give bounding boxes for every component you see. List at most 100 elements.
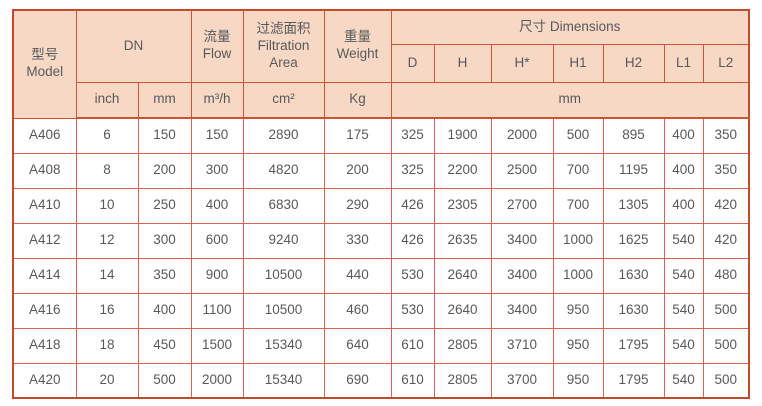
cell-dim-h: 2305 <box>433 187 492 224</box>
cell-weight: 290 <box>323 187 392 224</box>
cell-dim-l2: 500 <box>702 292 750 329</box>
cell-dim-hstar: 2500 <box>490 152 554 189</box>
cell-dim-l2: 350 <box>702 117 750 154</box>
cell-weight: 690 <box>323 362 392 399</box>
cell-dim-h1: 950 <box>552 292 604 329</box>
cell-dim-d: 530 <box>390 292 435 329</box>
cell-dim-h2: 1630 <box>602 292 665 329</box>
cell-weight: 440 <box>323 257 392 294</box>
cell-dim-h1: 700 <box>552 152 604 189</box>
cell-weight: 460 <box>323 292 392 329</box>
cell-dim-h1: 700 <box>552 187 604 224</box>
header-filtration-zh: 过滤面积 <box>256 20 311 36</box>
header-dim-h1: H1 <box>552 43 604 83</box>
cell-dim-hstar: 3710 <box>490 327 554 364</box>
cell-dim-hstar: 2000 <box>490 117 554 154</box>
cell-dim-d: 426 <box>390 187 435 224</box>
cell-dim-h1: 950 <box>552 327 604 364</box>
header-row-units: inch mm m³/h cm² Kg mm <box>13 81 750 119</box>
cell-filtration-area: 15340 <box>242 327 325 364</box>
cell-weight: 175 <box>323 117 392 154</box>
cell-dim-h: 2640 <box>433 257 492 294</box>
cell-dim-l1: 540 <box>663 362 704 399</box>
header-dim-hstar: H* <box>490 43 554 83</box>
spec-table: 型号 Model DN 流量 Flow 过滤面积 Filtration Area… <box>12 9 751 399</box>
cell-filtration-area: 4820 <box>242 152 325 189</box>
cell-dim-l1: 400 <box>663 117 704 154</box>
header-flow: 流量 Flow <box>190 9 244 83</box>
cell-dim-d: 530 <box>390 257 435 294</box>
header-weight-en: Weight <box>336 46 379 62</box>
cell-dn-mm: 400 <box>137 292 192 329</box>
cell-dim-hstar: 3700 <box>490 362 554 399</box>
table-row: A410 10 250 400 6830 290 426 2305 2700 7… <box>12 187 750 224</box>
cell-dim-d: 610 <box>390 327 435 364</box>
cell-dn-inch: 8 <box>75 152 139 189</box>
cell-dim-l1: 540 <box>663 222 704 259</box>
cell-dim-l1: 400 <box>663 152 704 189</box>
cell-dim-h: 2640 <box>433 292 492 329</box>
cell-weight: 640 <box>323 327 392 364</box>
cell-dim-l2: 500 <box>702 362 750 399</box>
cell-dim-h2: 895 <box>602 117 665 154</box>
cell-dim-d: 610 <box>390 362 435 399</box>
unit-area: cm² <box>242 81 325 119</box>
header-row-main: 型号 Model DN 流量 Flow 过滤面积 Filtration Area… <box>12 9 750 119</box>
cell-dn-mm: 450 <box>137 327 192 364</box>
header-dim-d: D <box>390 43 435 83</box>
cell-weight: 200 <box>323 152 392 189</box>
cell-dim-l1: 540 <box>663 292 704 329</box>
cell-flow: 1100 <box>190 292 244 329</box>
cell-dim-hstar: 3400 <box>490 257 554 294</box>
unit-inch: inch <box>75 81 139 119</box>
header-model-zh: 型号 <box>31 47 59 63</box>
cell-dn-inch: 6 <box>75 117 139 154</box>
cell-dn-mm: 500 <box>137 362 192 399</box>
cell-model: A412 <box>12 222 77 259</box>
cell-dim-h2: 1625 <box>602 222 665 259</box>
cell-dn-mm: 200 <box>137 152 192 189</box>
cell-dn-inch: 18 <box>75 327 139 364</box>
header-filtration-en: Filtration Area <box>257 37 310 70</box>
cell-model: A414 <box>12 257 77 294</box>
cell-dn-inch: 14 <box>75 257 139 294</box>
cell-dim-h1: 1000 <box>552 257 604 294</box>
cell-dim-h: 2805 <box>433 362 492 399</box>
cell-flow: 900 <box>190 257 244 294</box>
unit-weight: Kg <box>323 81 392 119</box>
table-row: A414 14 350 900 10500 440 530 2640 3400 … <box>12 257 750 294</box>
cell-dim-h2: 1795 <box>602 327 665 364</box>
cell-model: A410 <box>12 187 77 224</box>
cell-dn-inch: 16 <box>75 292 139 329</box>
unit-mm: mm <box>137 81 192 119</box>
cell-model: A406 <box>12 117 77 154</box>
cell-flow: 300 <box>190 152 244 189</box>
cell-dim-hstar: 2700 <box>490 187 554 224</box>
cell-filtration-area: 6830 <box>242 187 325 224</box>
cell-model: A416 <box>12 292 77 329</box>
cell-dim-h1: 500 <box>552 117 604 154</box>
cell-model: A420 <box>12 362 77 399</box>
header-flow-zh: 流量 <box>203 29 231 45</box>
header-dim-h2: H2 <box>602 43 665 83</box>
table-row: A416 16 400 1100 10500 460 530 2640 3400… <box>12 292 750 329</box>
header-dim-l2: L2 <box>702 43 750 83</box>
cell-dim-l2: 350 <box>702 152 750 189</box>
cell-dim-l1: 540 <box>663 327 704 364</box>
table-row: A412 12 300 600 9240 330 426 2635 3400 1… <box>12 222 750 259</box>
cell-dim-h2: 1305 <box>602 187 665 224</box>
cell-filtration-area: 10500 <box>242 292 325 329</box>
cell-dn-mm: 350 <box>137 257 192 294</box>
cell-dn-inch: 10 <box>75 187 139 224</box>
table-body: A406 6 150 150 2890 175 325 1900 2000 50… <box>12 117 750 399</box>
cell-dim-h: 2200 <box>433 152 492 189</box>
cell-flow: 2000 <box>190 362 244 399</box>
cell-dim-hstar: 3400 <box>490 222 554 259</box>
cell-dim-h: 2635 <box>433 222 492 259</box>
cell-dn-mm: 250 <box>137 187 192 224</box>
unit-dimensions: mm <box>390 81 750 119</box>
header-dim-h: H <box>433 43 492 83</box>
table-row: A406 6 150 150 2890 175 325 1900 2000 50… <box>12 117 750 154</box>
cell-dim-h1: 1000 <box>552 222 604 259</box>
cell-filtration-area: 2890 <box>242 117 325 154</box>
